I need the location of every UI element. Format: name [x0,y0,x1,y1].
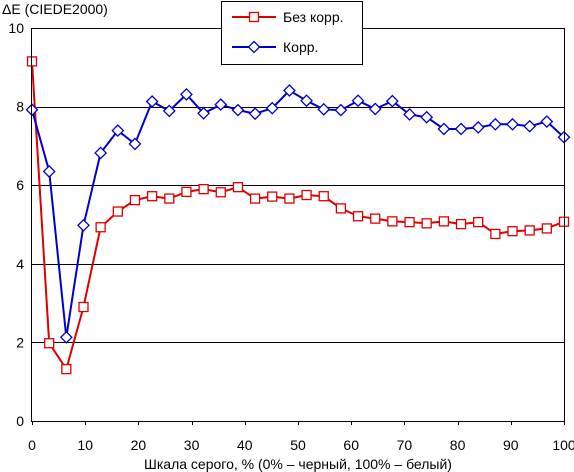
y-tick-label: 10 [8,20,24,36]
x-tick-label: 60 [343,437,359,453]
legend-label: Корр. [283,39,318,55]
data-point [385,94,399,108]
data-point [421,218,432,229]
legend-marker [247,40,261,54]
x-axis-label: Шкала серого, % (0% – черный, 100% – бел… [144,456,452,472]
y-tick-label: 2 [16,334,24,350]
data-point [77,218,90,232]
data-point [129,194,141,206]
data-point [540,115,554,128]
legend-label: Без корр. [283,9,344,25]
data-point [78,301,89,313]
data-point [506,117,519,131]
data-point [111,124,125,137]
legend-marker [248,11,260,23]
data-point [128,137,142,151]
plot-frame [31,28,565,422]
data-point [403,108,416,121]
data-point [523,119,537,133]
x-tick-label: 20 [131,437,147,453]
data-point [352,211,364,222]
data-point [454,122,468,136]
x-tick-label: 90 [503,437,519,453]
series-2 [25,84,571,344]
data-point [231,103,245,117]
grid [32,28,564,422]
data-point [180,87,193,101]
x-tick-label: 100 [552,437,574,453]
data-point [471,121,485,134]
x-tick-label: 80 [450,437,466,453]
data-point [420,110,434,124]
data-point [283,84,296,97]
data-point [301,189,312,201]
data-point [197,106,211,120]
x-tick-label: 70 [397,437,413,453]
data-point [524,225,535,236]
data-point [351,94,365,108]
data-point [267,191,278,202]
data-point [368,102,382,116]
y-axis-label: ΔE (CIEDE2000) [2,1,108,17]
y-tick-label: 0 [16,413,24,429]
data-point [490,228,501,240]
data-point [265,101,279,115]
data-point [370,213,381,224]
data-point [541,223,552,234]
data-point [61,363,72,375]
data-point [59,330,73,344]
data-point [162,104,176,118]
data-point [145,95,159,108]
x-tick-label: 40 [237,437,253,453]
series-1 [26,56,570,375]
data-point [44,338,55,349]
data-point [42,165,56,178]
data-point [181,186,192,198]
x-tick-label: 50 [290,437,306,453]
data-point [198,183,209,195]
data-point [95,222,106,233]
data-point [473,216,484,228]
y-tick-label: 6 [16,177,24,193]
x-tick-label: 10 [77,437,93,453]
series-layer [25,56,571,375]
data-point [164,193,175,204]
data-point [404,216,415,228]
legend-box [221,1,363,65]
data-point [214,98,228,112]
data-point [215,187,226,198]
data-point [387,216,398,227]
data-point [232,182,244,193]
data-point [112,206,123,217]
data-point [455,218,467,230]
legend: Без корр. Корр. [221,1,363,65]
data-point [488,117,502,131]
data-point [507,226,518,237]
y-tick-label: 8 [16,99,24,115]
data-point [334,103,348,117]
data-point [317,102,331,116]
x-tick-label: 30 [184,437,200,453]
y-tick-label: 4 [16,256,24,272]
data-point [284,193,295,204]
data-point [249,193,261,204]
data-point [300,94,313,108]
data-point [248,107,262,121]
data-point [438,216,450,227]
data-point [437,122,451,136]
data-point [94,146,108,160]
data-point [146,191,158,202]
x-tick-label: 0 [28,437,36,453]
data-point [335,203,347,214]
data-point [318,191,329,202]
